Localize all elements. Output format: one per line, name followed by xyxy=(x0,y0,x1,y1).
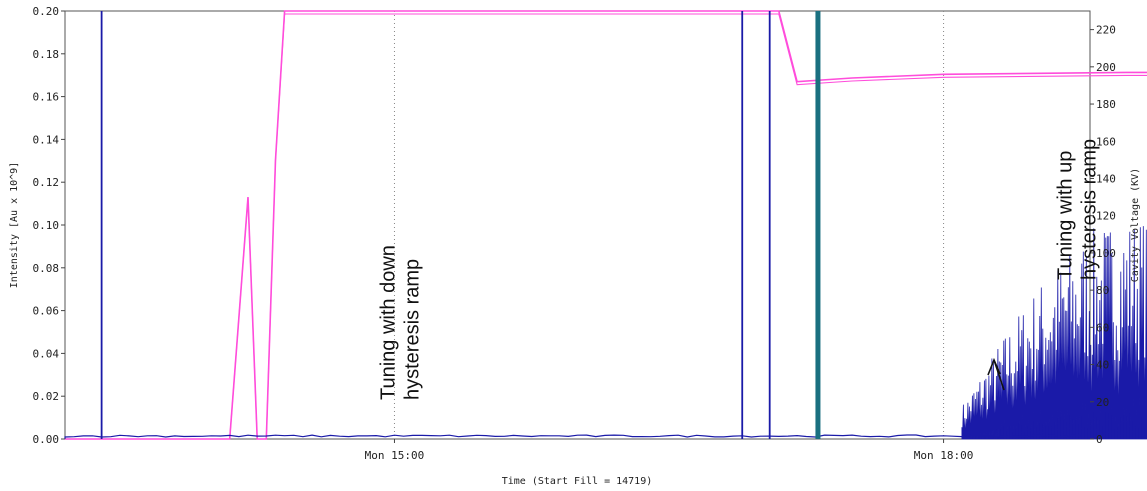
y-right-tick-label-2: 40 xyxy=(1096,359,1109,372)
y-right-tick-label-7: 140 xyxy=(1096,172,1116,185)
x-axis-title: Time (Start Fill = 14719) xyxy=(502,476,653,487)
y-axis-right-title: Cavity Voltage (KV) xyxy=(1130,168,1141,282)
y-left-tick-label-9: 0.18 xyxy=(33,48,60,61)
series-layer xyxy=(64,10,1147,440)
cavity-voltage-line-2 xyxy=(65,13,1147,440)
y-left-tick-label-1: 0.02 xyxy=(33,390,60,403)
y-right-tick-label-8: 160 xyxy=(1096,135,1116,148)
y-left-tick-label-10: 0.20 xyxy=(33,5,60,18)
annotation-0: Tuning with down hysteresis ramp xyxy=(378,245,424,400)
y-left-tick-label-2: 0.04 xyxy=(33,347,60,360)
grid-lines xyxy=(393,11,945,439)
y-left-tick-label-8: 0.16 xyxy=(33,91,60,104)
y-left-tick-label-7: 0.14 xyxy=(33,133,60,146)
x-tick-label-1: Mon 18:00 xyxy=(914,449,974,462)
annotation-1-line-1: hysteresis ramp xyxy=(1079,139,1101,280)
y-right-tick-label-4: 80 xyxy=(1096,284,1109,297)
annotation-1-line-0: Tuning with up xyxy=(1055,151,1077,280)
y-right-tick-label-10: 200 xyxy=(1096,61,1116,74)
series-0-bursts xyxy=(961,226,1147,440)
y-left-tick-label-5: 0.10 xyxy=(33,219,60,232)
right-axis-ticks: 0 20 40 60 80 100 120 140 160 180 200 220 xyxy=(1090,24,1116,446)
y-right-tick-label-9: 180 xyxy=(1096,98,1116,111)
y-left-tick-label-0: 0.00 xyxy=(33,433,60,446)
y-left-tick-label-3: 0.06 xyxy=(33,305,60,318)
arrow-icon xyxy=(987,357,1005,391)
wcm-early-spike xyxy=(815,11,821,439)
y-right-tick-label-0: 0 xyxy=(1096,433,1103,446)
y-left-tick-label-6: 0.12 xyxy=(33,176,60,189)
annotation-0-line-1: hysteresis ramp xyxy=(402,259,424,400)
annotation-0-line-0: Tuning with down xyxy=(378,245,400,400)
intensity-baseline xyxy=(64,434,1081,439)
annotation-1: Tuning with up hysteresis ramp xyxy=(1055,139,1101,280)
y-right-tick-label-6: 120 xyxy=(1096,210,1116,223)
y-right-tick-label-1: 20 xyxy=(1096,396,1109,409)
y-axis-left-title: Intensity [Au x 10^9] xyxy=(9,162,20,288)
y-right-tick-label-5: 100 xyxy=(1096,247,1116,260)
left-axis-ticks: 0.00 0.02 0.04 0.06 0.08 0.10 0.12 0.14 0.16 0.18… xyxy=(33,5,65,446)
y-right-tick-label-11: 220 xyxy=(1096,24,1116,37)
y-right-tick-label-3: 60 xyxy=(1096,321,1109,334)
y-left-tick-label-4: 0.08 xyxy=(33,262,60,275)
burst-0-0 xyxy=(961,226,1147,440)
cavity-voltage-line-1 xyxy=(65,10,1147,440)
x-tick-label-0: Mon 15:00 xyxy=(365,449,425,462)
